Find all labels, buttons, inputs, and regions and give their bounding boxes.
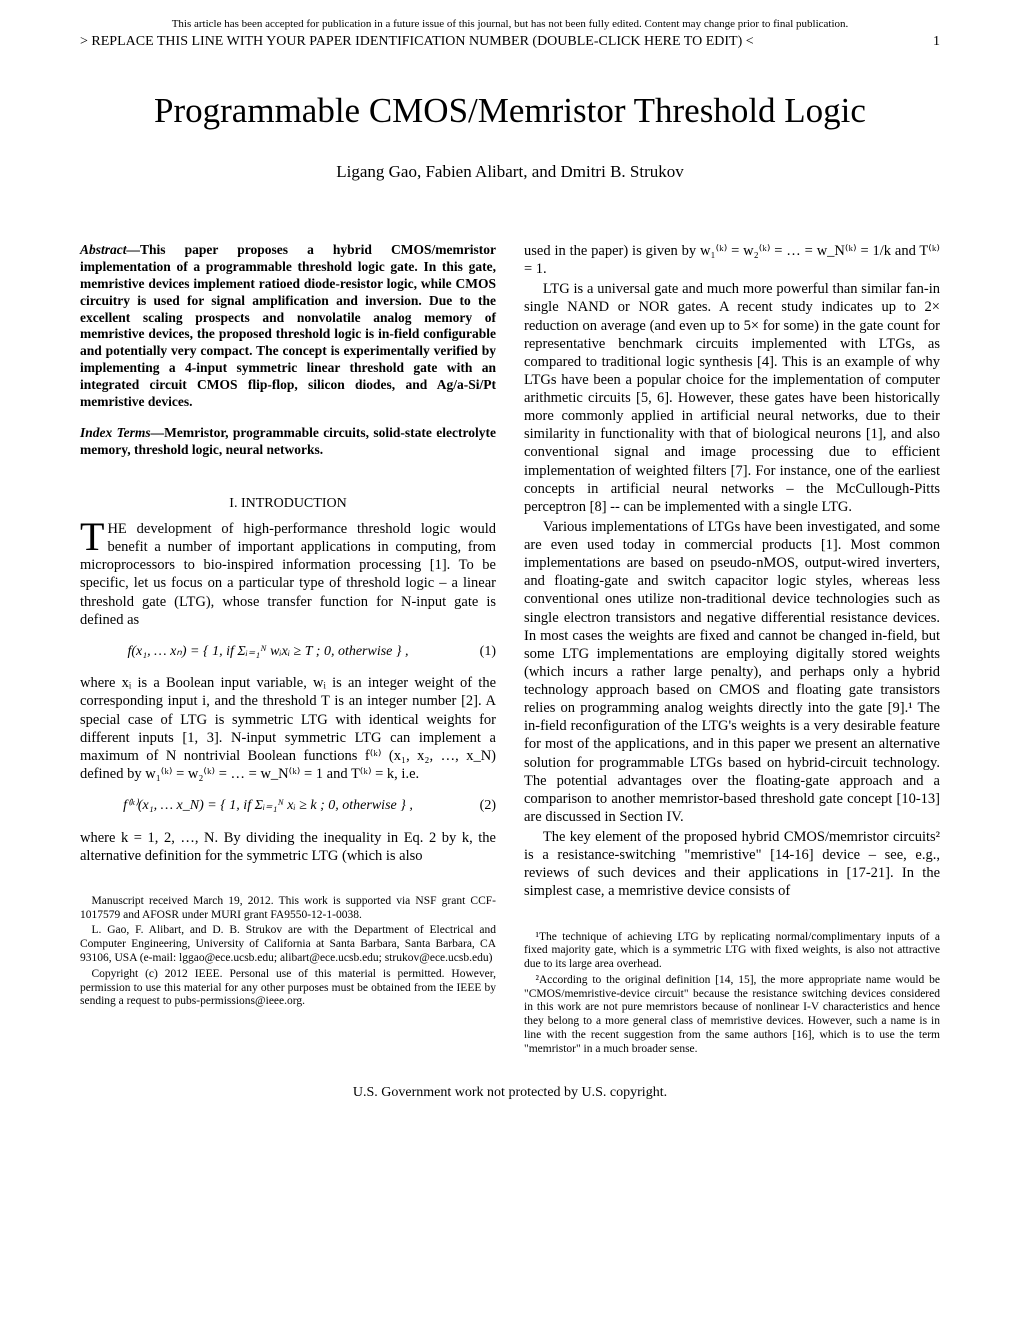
acceptance-notice: This article has been accepted for publi… — [80, 18, 940, 30]
equation-1: f(x₁, … xₙ) = { 1, if Σᵢ₌₁ᴺ wᵢxᵢ ≥ T ; 0… — [80, 643, 496, 661]
manuscript-footnote: Manuscript received March 19, 2012. This… — [80, 895, 496, 923]
copyright-footnote: Copyright (c) 2012 IEEE. Personal use of… — [80, 968, 496, 1009]
paper-page: This article has been accepted for publi… — [0, 0, 1020, 1131]
col2-para-1: used in the paper) is given by w₁⁽ᵏ⁾ = w… — [524, 242, 940, 278]
col2-para-2: LTG is a universal gate and much more po… — [524, 280, 940, 516]
intro-para-3: where k = 1, 2, …, N. By dividing the in… — [80, 829, 496, 865]
abstract-block: Abstract—This paper proposes a hybrid CM… — [80, 242, 496, 411]
author-line: Ligang Gao, Fabien Alibart, and Dmitri B… — [80, 162, 940, 182]
header-placeholder-text: > REPLACE THIS LINE WITH YOUR PAPER IDEN… — [80, 34, 754, 50]
section-1-heading: I. INTRODUCTION — [80, 495, 496, 513]
equation-1-number: (1) — [456, 643, 496, 661]
government-copyright-note: U.S. Government work not protected by U.… — [80, 1085, 940, 1101]
right-footnotes: ¹The technique of achieving LTG by repli… — [524, 931, 940, 1057]
body-columns: Abstract—This paper proposes a hybrid CM… — [80, 242, 940, 1059]
abstract-text: This paper proposes a hybrid CMOS/memris… — [80, 242, 496, 409]
index-terms-block: Index Terms—Memristor, programmable circ… — [80, 425, 496, 459]
equation-2-number: (2) — [456, 797, 496, 815]
paper-title: Programmable CMOS/Memristor Threshold Lo… — [80, 90, 940, 132]
index-terms-label: Index Terms— — [80, 425, 164, 440]
intro-para-2: where xᵢ is a Boolean input variable, wᵢ… — [80, 674, 496, 783]
abstract-label: Abstract— — [80, 242, 140, 257]
equation-1-body: f(x₁, … xₙ) = { 1, if Σᵢ₌₁ᴺ wᵢxᵢ ≥ T ; 0… — [80, 643, 456, 661]
equation-2: f⁽ᵏ⁾(x₁, … x_N) = { 1, if Σᵢ₌₁ᴺ xᵢ ≥ k ;… — [80, 797, 496, 815]
affiliation-footnote: L. Gao, F. Alibart, and D. B. Strukov ar… — [80, 924, 496, 965]
left-footnotes: Manuscript received March 19, 2012. This… — [80, 895, 496, 1009]
footnote-2: ²According to the original definition [1… — [524, 974, 940, 1057]
col2-para-4: The key element of the proposed hybrid C… — [524, 828, 940, 901]
intro-para-1: THE development of high-performance thre… — [80, 520, 496, 629]
col2-para-3: Various implementations of LTGs have bee… — [524, 518, 940, 826]
footnote-1: ¹The technique of achieving LTG by repli… — [524, 931, 940, 972]
running-header: > REPLACE THIS LINE WITH YOUR PAPER IDEN… — [80, 34, 940, 50]
page-number: 1 — [933, 34, 940, 50]
equation-2-body: f⁽ᵏ⁾(x₁, … x_N) = { 1, if Σᵢ₌₁ᴺ xᵢ ≥ k ;… — [80, 797, 456, 815]
